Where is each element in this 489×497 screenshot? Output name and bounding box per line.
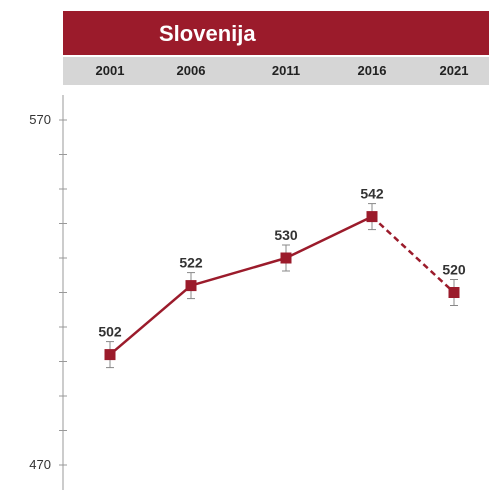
data-label: 530 <box>274 227 298 243</box>
x-tick-label: 2006 <box>176 63 206 78</box>
series-line-segment <box>109 284 192 356</box>
data-label: 542 <box>360 186 384 202</box>
series-line-segment <box>285 215 373 260</box>
x-tick-label: 2016 <box>357 63 387 78</box>
data-label: 522 <box>179 255 203 271</box>
y-tick-label: 570 <box>29 112 51 127</box>
data-label: 502 <box>98 324 122 340</box>
data-point <box>185 280 197 292</box>
category-header-bar: 2001 2006 2011 2016 2021 <box>63 57 489 85</box>
y-tick-label: 470 <box>29 457 51 472</box>
data-point <box>104 349 116 361</box>
data-point <box>366 211 378 223</box>
series-line-segment <box>190 256 287 287</box>
x-tick-label: 2021 <box>439 63 469 78</box>
data-label: 520 <box>442 262 466 278</box>
series-line-segment <box>371 215 455 294</box>
data-point <box>280 252 292 264</box>
chart-title: Slovenija <box>159 21 256 46</box>
x-tick-label: 2001 <box>95 63 125 78</box>
data-point <box>448 287 460 298</box>
chart-title-bar: Slovenija <box>63 11 489 55</box>
x-tick-label: 2011 <box>271 63 301 78</box>
